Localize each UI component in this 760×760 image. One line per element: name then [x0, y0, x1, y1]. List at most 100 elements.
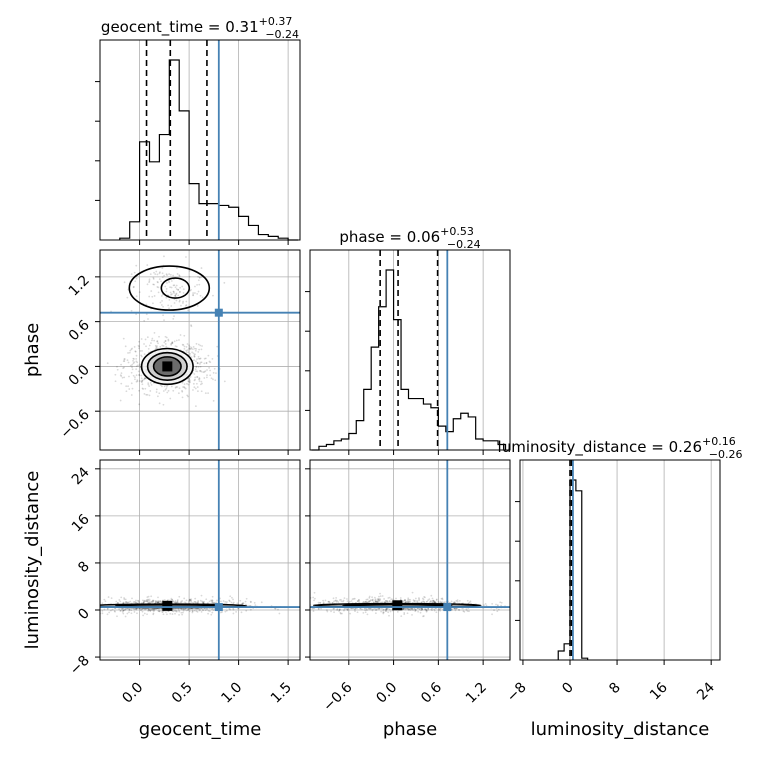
scatter-phase-vs-luminosity-distance-point — [379, 598, 382, 601]
scatter-geocent-time-vs-phase-point — [161, 276, 164, 279]
scatter-geocent-time-vs-luminosity-distance-point — [191, 607, 194, 610]
scatter-geocent-time-vs-phase-point — [165, 345, 168, 348]
scatter-geocent-time-vs-phase-point — [133, 361, 136, 364]
scatter-geocent-time-vs-luminosity-distance-point — [180, 607, 183, 610]
scatter-geocent-time-vs-luminosity-distance-point — [232, 598, 234, 601]
scatter-geocent-time-vs-luminosity-distance-point — [162, 599, 165, 602]
scatter-geocent-time-vs-luminosity-distance-point — [128, 608, 131, 611]
scatter-geocent-time-vs-luminosity-distance-point — [244, 600, 247, 603]
scatter-phase-vs-luminosity-distance-point — [455, 607, 458, 610]
scatter-geocent-time-vs-luminosity-distance-point — [121, 608, 124, 610]
scatter-geocent-time-vs-phase-point — [193, 355, 196, 358]
scatter-geocent-time-vs-phase-point — [182, 344, 185, 346]
scatter-geocent-time-vs-luminosity-distance-point — [136, 612, 138, 615]
scatter-phase-vs-luminosity-distance-point — [404, 599, 406, 602]
scatter-geocent-time-vs-phase-point — [175, 292, 178, 295]
scatter-geocent-time-vs-luminosity-distance-point — [226, 601, 228, 603]
scatter-geocent-time-vs-phase-point — [181, 343, 184, 346]
scatter-phase-vs-luminosity-distance-density-peak — [392, 600, 403, 611]
scatter-phase-vs-luminosity-distance-point — [402, 600, 404, 603]
scatter-geocent-time-vs-phase-point — [216, 345, 219, 348]
scatter-geocent-time-vs-phase-point — [206, 374, 208, 377]
scatter-geocent-time-vs-luminosity-distance-point — [114, 610, 116, 613]
scatter-geocent-time-vs-luminosity-distance-point — [225, 609, 228, 612]
scatter-geocent-time-vs-luminosity-distance-truth-marker — [214, 603, 223, 612]
scatter-geocent-time-vs-luminosity-distance-point — [123, 598, 126, 601]
scatter-geocent-time-vs-luminosity-distance-point — [189, 598, 191, 601]
scatter-geocent-time-vs-luminosity-distance-point — [134, 602, 137, 604]
scatter-geocent-time-vs-phase-point — [157, 291, 160, 294]
scatter-phase-vs-luminosity-distance-point — [427, 608, 430, 611]
scatter-geocent-time-vs-phase-point — [179, 286, 182, 289]
scatter-geocent-time-vs-luminosity-distance-point — [130, 612, 133, 615]
scatter-geocent-time-vs-phase-point — [158, 402, 161, 405]
scatter-phase-vs-luminosity-distance-point — [389, 610, 392, 613]
scatter-geocent-time-vs-phase-point — [172, 274, 175, 277]
scatter-geocent-time-vs-phase-point — [187, 351, 190, 354]
scatter-geocent-time-vs-luminosity-distance-point — [120, 607, 123, 610]
hist-luminosity-distance-bg — [520, 460, 720, 660]
scatter-phase-vs-luminosity-distance-point — [385, 608, 388, 611]
scatter-geocent-time-vs-luminosity-distance-point — [137, 599, 139, 602]
scatter-geocent-time-vs-phase-content — [106, 255, 226, 408]
scatter-geocent-time-vs-phase-point — [162, 403, 165, 406]
scatter-phase-vs-luminosity-distance-point — [500, 601, 503, 604]
scatter-phase-vs-luminosity-distance-point — [386, 600, 389, 602]
scatter-geocent-time-vs-luminosity-distance-point — [176, 600, 179, 603]
scatter-phase-vs-luminosity-distance-point — [421, 608, 424, 611]
scatter-geocent-time-vs-phase-point — [175, 386, 178, 388]
scatter-phase-vs-luminosity-distance-point — [313, 591, 316, 594]
scatter-geocent-time-vs-luminosity-distance-point — [138, 601, 140, 604]
scatter-geocent-time-vs-phase-contour-secondary — [128, 265, 211, 311]
scatter-geocent-time-vs-phase-density-peak — [162, 361, 173, 372]
scatter-geocent-time-vs-phase-point — [141, 383, 144, 386]
scatter-geocent-time-vs-luminosity-distance: 0.0 0.5 1.0 1.5 −8 0 8 16 24 — [67, 459, 301, 707]
scatter-geocent-time-vs-phase-point — [181, 390, 184, 393]
scatter-geocent-time-vs-phase-point — [131, 363, 134, 366]
scatter-geocent-time-vs-phase-point — [127, 385, 129, 388]
scatter-phase-vs-luminosity-distance-point — [423, 595, 425, 598]
scatter-geocent-time-vs-luminosity-distance-point — [249, 600, 252, 603]
scatter-geocent-time-vs-phase-point — [190, 356, 193, 359]
scatter-phase-vs-luminosity-distance-point — [383, 598, 385, 600]
scatter-geocent-time-vs-luminosity-distance-point — [215, 601, 218, 604]
scatter-geocent-time-vs-phase-point — [162, 390, 165, 392]
scatter-geocent-time-vs-luminosity-distance-point — [208, 600, 211, 603]
scatter-phase-vs-luminosity-distance-point — [385, 600, 387, 602]
scatter-geocent-time-vs-phase-point — [195, 366, 198, 368]
scatter-geocent-time-vs-luminosity-distance-point — [181, 600, 184, 602]
scatter-geocent-time-vs-phase-point — [178, 300, 181, 303]
scatter-geocent-time-vs-phase-point — [198, 370, 201, 372]
scatter-geocent-time-vs-luminosity-distance-point — [154, 600, 157, 603]
scatter-phase-vs-luminosity-distance-point — [484, 602, 487, 605]
scatter-phase-vs-luminosity-distance-point — [372, 601, 375, 603]
scatter-geocent-time-vs-luminosity-distance-point — [150, 608, 152, 611]
scatter-phase-vs-luminosity-distance-point — [468, 601, 471, 604]
scatter-geocent-time-vs-phase-point — [148, 278, 151, 281]
scatter-geocent-time-vs-luminosity-distance-point — [152, 599, 155, 602]
scatter-phase-vs-luminosity-distance-point — [369, 607, 371, 610]
scatter-geocent-time-vs-luminosity-distance-point — [141, 599, 144, 602]
scatter-phase-vs-luminosity-distance-point — [364, 601, 367, 603]
scatter-phase-vs-luminosity-distance-point — [330, 610, 332, 613]
scatter-geocent-time-vs-luminosity-distance-point — [173, 601, 176, 604]
scatter-phase-vs-luminosity-distance-point — [418, 608, 421, 610]
scatter-geocent-time-vs-luminosity-distance-point — [95, 606, 97, 608]
title-geocent-time-text: geocent_time — [101, 18, 203, 37]
scatter-geocent-time-vs-luminosity-distance-point — [155, 601, 158, 603]
scatter-geocent-time-vs-phase-point — [167, 304, 170, 307]
scatter-phase-vs-luminosity-distance-point — [429, 601, 432, 603]
scatter-phase-vs-luminosity-distance-point — [377, 598, 380, 601]
scatter-geocent-time-vs-luminosity-distance-ytick-label: −8 — [67, 653, 93, 679]
scatter-geocent-time-vs-phase-point — [165, 336, 168, 339]
scatter-geocent-time-vs-phase-point — [171, 342, 173, 345]
scatter-geocent-time-vs-luminosity-distance-point — [232, 601, 235, 604]
scatter-geocent-time-vs-luminosity-distance-point — [163, 599, 166, 601]
scatter-phase-vs-luminosity-distance-point — [359, 607, 362, 610]
scatter-phase-vs-luminosity-distance-point — [441, 597, 444, 600]
scatter-geocent-time-vs-luminosity-distance-point — [160, 601, 163, 604]
scatter-phase-vs-luminosity-distance-point — [424, 608, 426, 611]
scatter-geocent-time-vs-luminosity-distance-point — [119, 610, 122, 612]
scatter-phase-vs-luminosity-distance-point — [422, 615, 424, 618]
scatter-phase-vs-luminosity-distance-point — [405, 607, 407, 610]
